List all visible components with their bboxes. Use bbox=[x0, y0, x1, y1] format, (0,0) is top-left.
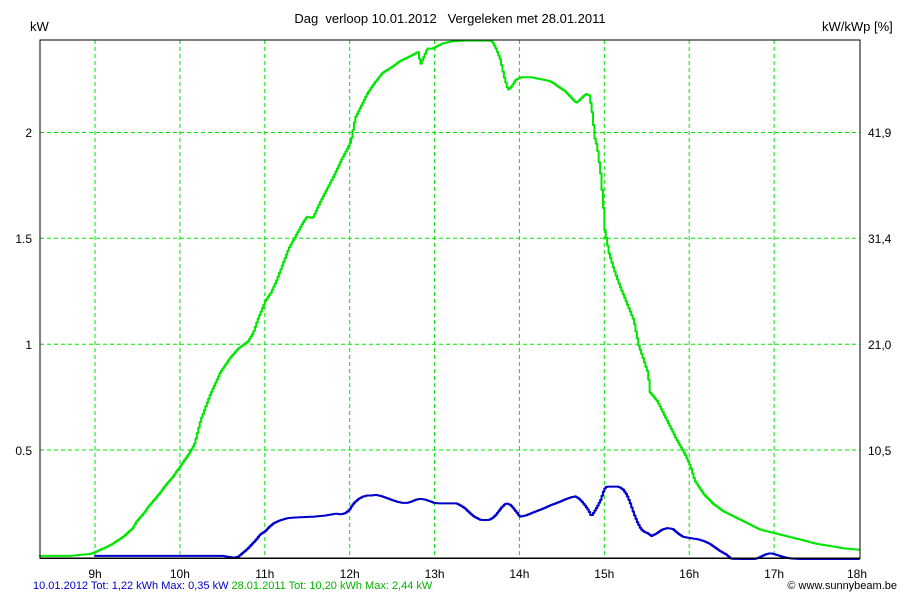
svg-text:© www.sunnybeam.be: © www.sunnybeam.be bbox=[787, 580, 897, 592]
svg-text:17h: 17h bbox=[764, 567, 784, 581]
svg-text:15h: 15h bbox=[594, 567, 614, 581]
svg-text:2: 2 bbox=[25, 126, 32, 140]
svg-text:21,0: 21,0 bbox=[868, 338, 892, 352]
svg-text:1: 1 bbox=[25, 338, 32, 352]
svg-text:10,5: 10,5 bbox=[868, 444, 892, 458]
svg-text:31,4: 31,4 bbox=[868, 232, 892, 246]
svg-text:41,9: 41,9 bbox=[868, 126, 892, 140]
svg-text:10h: 10h bbox=[170, 567, 190, 581]
svg-text:9h: 9h bbox=[88, 567, 101, 581]
svg-text:12h: 12h bbox=[340, 567, 360, 581]
svg-text:13h: 13h bbox=[425, 567, 445, 581]
svg-text:11h: 11h bbox=[255, 567, 274, 581]
svg-text:1.5: 1.5 bbox=[15, 232, 32, 246]
svg-text:kW/kWp [%]: kW/kWp [%] bbox=[822, 19, 893, 34]
svg-text:10.01.2012 Tot: 1,22 kWh Max:: 10.01.2012 Tot: 1,22 kWh Max: 0,35 kW 28… bbox=[33, 580, 433, 592]
svg-text:16h: 16h bbox=[679, 567, 699, 581]
svg-text:kW: kW bbox=[30, 19, 50, 34]
svg-text:14h: 14h bbox=[509, 567, 529, 581]
svg-text:Dag verloop 10.01.2012 Verg: Dag verloop 10.01.2012 Vergeleken met 28… bbox=[294, 11, 605, 26]
svg-text:0.5: 0.5 bbox=[15, 444, 32, 458]
svg-text:18h: 18h bbox=[847, 567, 867, 581]
